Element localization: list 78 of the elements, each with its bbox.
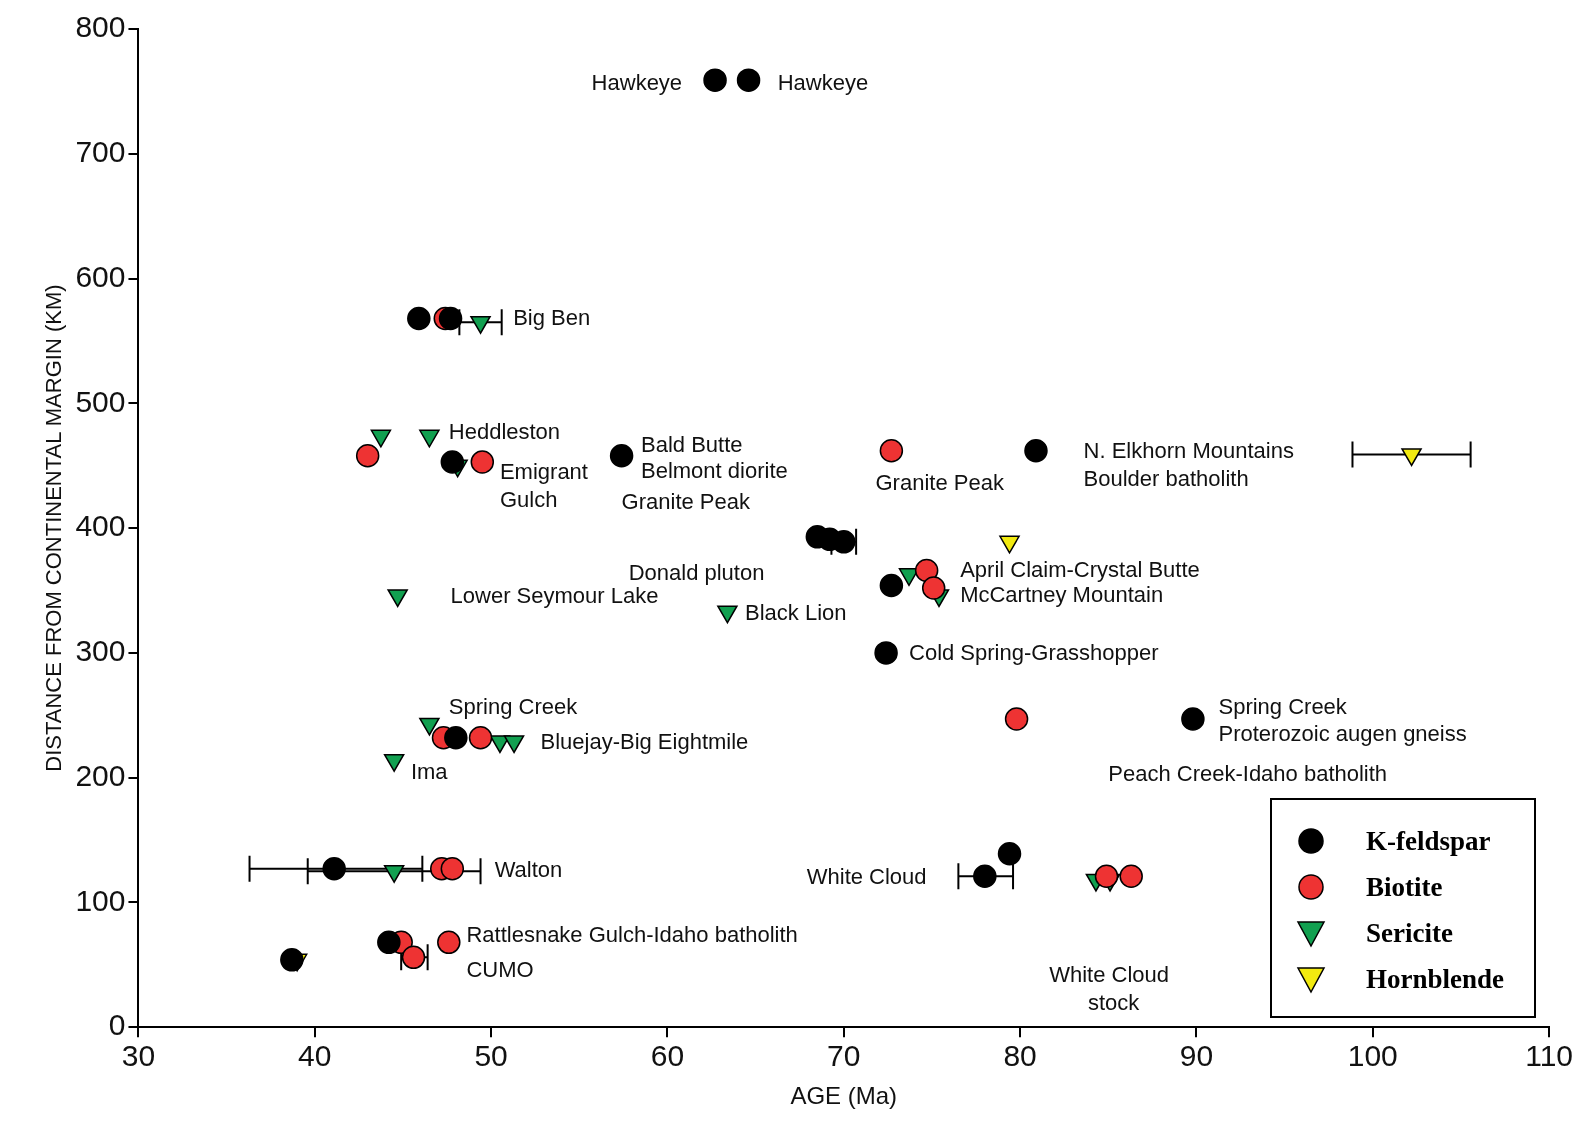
point (736, 68, 761, 92)
annotation: Belmont diorite (640, 458, 788, 484)
point (973, 864, 997, 888)
point (280, 948, 304, 972)
point (437, 930, 461, 955)
point (1094, 864, 1119, 888)
annotation: Ima (410, 758, 449, 784)
x-tick-label: 70 (827, 1039, 861, 1073)
x-tick-label: 100 (1347, 1039, 1398, 1073)
annotation: Boulder batholith (1083, 465, 1249, 491)
annotation: Bluejay-Big Eightmile (540, 728, 749, 754)
point (438, 306, 463, 331)
point (1024, 438, 1048, 463)
y-tick-label: 100 (75, 883, 126, 917)
point (444, 725, 468, 750)
y-tick-label: 700 (75, 135, 126, 169)
point (609, 443, 634, 468)
annotation: N. Elkhorn Mountains (1083, 438, 1294, 464)
y-tick-label: 400 (75, 509, 126, 543)
point (440, 856, 465, 881)
annotation: Black Lion (745, 600, 847, 626)
legend-label: Biotite (1365, 871, 1443, 903)
y-tick-label: 300 (75, 634, 126, 668)
annotation: Hawkeye (591, 69, 683, 95)
point (322, 856, 346, 881)
x-tick-label: 110 (1525, 1039, 1573, 1073)
point (440, 450, 465, 474)
point (879, 438, 904, 463)
annotation: Hawkeye (777, 69, 869, 95)
annotation: Granite Peak (875, 470, 1005, 496)
legend-label: Hornblende (1365, 963, 1504, 995)
point (470, 450, 495, 474)
point (468, 725, 493, 750)
annotation: CUMO (466, 957, 534, 983)
annotation: Spring Creek (448, 693, 579, 719)
x-tick-label: 50 (474, 1039, 508, 1073)
x-tick-label: 60 (650, 1039, 685, 1073)
annotation: Heddleston (448, 419, 561, 445)
y-axis-title: DISTANCE FROM CONTINENTAL MARGIN (KM) (41, 284, 67, 772)
annotation: Spring Creek (1218, 693, 1348, 719)
point (879, 573, 904, 598)
point (355, 443, 380, 468)
y-tick-label: 0 (108, 1008, 126, 1042)
annotation: White Cloud (1049, 962, 1170, 988)
annotation: Bald Butte (640, 431, 743, 457)
point (874, 641, 898, 665)
y-tick-label: 500 (75, 384, 126, 418)
annotation: Rattlesnake Gulch-Idaho batholith (466, 922, 798, 948)
legend-label: K-feldspar (1365, 825, 1491, 857)
y-tick-label: 200 (75, 758, 126, 792)
annotation: Peach Creek-Idaho batholith (1108, 761, 1388, 787)
annotation: Cold Spring-Grasshopper (909, 640, 1159, 666)
point (703, 68, 727, 92)
x-tick-label: 90 (1179, 1039, 1214, 1073)
point (1119, 864, 1143, 888)
annotation: Emigrant (499, 459, 588, 485)
point (997, 842, 1022, 866)
annotation: Big Ben (513, 304, 591, 330)
point (1181, 707, 1205, 731)
x-tick-label: 40 (298, 1039, 332, 1073)
x-axis-title: AGE (Ma) (790, 1082, 898, 1110)
annotation: April Claim-Crystal Butte (960, 556, 1200, 582)
annotation: White Cloud (806, 863, 927, 889)
annotation: Proterozoic augen gneiss (1218, 721, 1467, 747)
annotation: stock (1087, 989, 1141, 1015)
annotation: Granite Peak (621, 489, 751, 515)
annotation: Walton (494, 857, 563, 883)
x-tick-label: 30 (121, 1039, 156, 1073)
point (407, 306, 431, 331)
annotation: Gulch (499, 486, 558, 512)
y-tick-label: 800 (75, 10, 126, 44)
annotation: McCartney Mountain (960, 581, 1164, 607)
point (377, 930, 401, 955)
point (1004, 707, 1029, 731)
legend-label: Sericite (1365, 917, 1453, 949)
point (921, 576, 946, 600)
y-tick-label: 600 (75, 259, 126, 293)
x-tick-label: 80 (1003, 1039, 1037, 1073)
